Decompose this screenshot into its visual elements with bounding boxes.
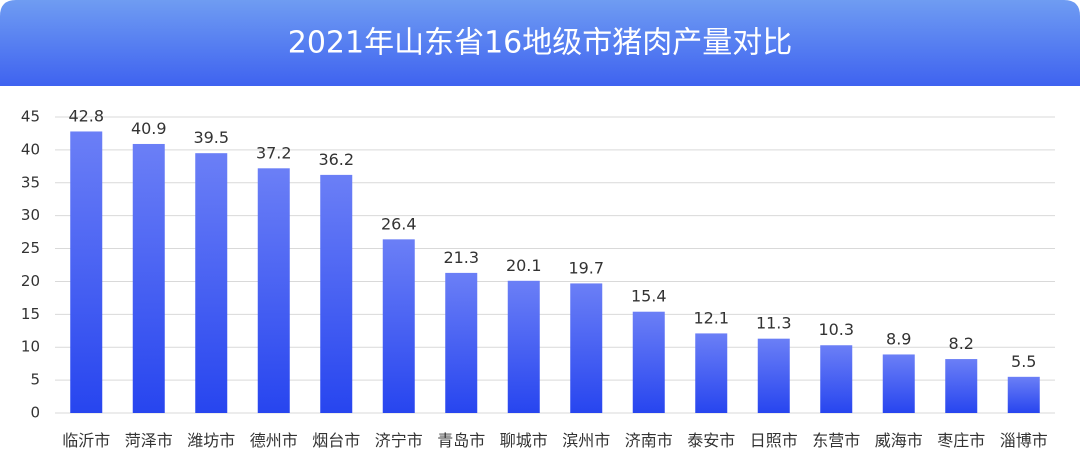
x-tick-label: 济南市 [625, 431, 673, 450]
value-label: 39.5 [193, 128, 229, 147]
bar [820, 345, 853, 413]
y-tick-label: 30 [21, 206, 40, 224]
header-band [0, 0, 1080, 86]
value-label: 20.1 [506, 256, 542, 275]
value-label: 36.2 [318, 150, 354, 169]
y-tick-label: 0 [30, 404, 40, 422]
y-tick-label: 25 [21, 239, 40, 257]
x-tick-label: 临沂市 [62, 431, 110, 450]
x-tick-label: 青岛市 [437, 431, 485, 450]
value-label: 40.9 [131, 119, 167, 138]
x-tick-label: 菏泽市 [125, 431, 173, 450]
value-label: 5.5 [1011, 352, 1036, 371]
bar [320, 174, 353, 413]
bar [382, 239, 415, 413]
y-tick-label: 20 [21, 272, 40, 290]
y-tick-label: 35 [21, 173, 40, 191]
y-tick-label: 45 [21, 108, 40, 126]
x-tick-label: 威海市 [875, 431, 923, 450]
value-label: 11.3 [756, 314, 792, 333]
value-label: 12.1 [693, 308, 729, 327]
bar [195, 153, 228, 413]
chart-title: 2021年山东省16地级市猪肉产量对比 [288, 26, 793, 61]
bar [70, 131, 103, 413]
bar [632, 311, 665, 413]
bar [445, 272, 478, 413]
value-label: 42.8 [68, 106, 104, 125]
bar [257, 168, 290, 413]
bar [695, 333, 728, 413]
x-tick-label: 潍坊市 [187, 431, 235, 450]
y-tick-label: 5 [30, 371, 40, 389]
y-tick-label: 15 [21, 305, 40, 323]
y-tick-label: 40 [21, 140, 40, 158]
bar [1007, 376, 1040, 413]
bar [757, 338, 790, 413]
bar [882, 354, 915, 413]
x-tick-label: 淄博市 [1000, 431, 1048, 450]
value-label: 8.9 [886, 329, 911, 348]
value-label: 37.2 [256, 143, 292, 162]
value-label: 10.3 [818, 320, 854, 339]
value-label: 8.2 [949, 334, 974, 353]
bar [570, 283, 603, 413]
x-tick-label: 泰安市 [687, 431, 735, 450]
x-tick-label: 烟台市 [312, 431, 360, 450]
value-label: 19.7 [568, 258, 604, 277]
x-tick-label: 日照市 [750, 431, 798, 450]
x-tick-label: 枣庄市 [937, 431, 985, 450]
value-label: 21.3 [443, 248, 479, 267]
bar [132, 143, 165, 414]
x-tick-label: 东营市 [812, 431, 860, 450]
x-tick-label: 聊城市 [500, 431, 548, 450]
bar [945, 359, 978, 413]
x-tick-label: 滨州市 [562, 431, 610, 450]
bar [507, 280, 540, 413]
value-label: 15.4 [631, 287, 667, 306]
y-tick-label: 10 [21, 338, 40, 356]
value-label: 26.4 [381, 214, 417, 233]
x-tick-label: 德州市 [250, 431, 298, 450]
x-tick-label: 济宁市 [375, 431, 423, 450]
